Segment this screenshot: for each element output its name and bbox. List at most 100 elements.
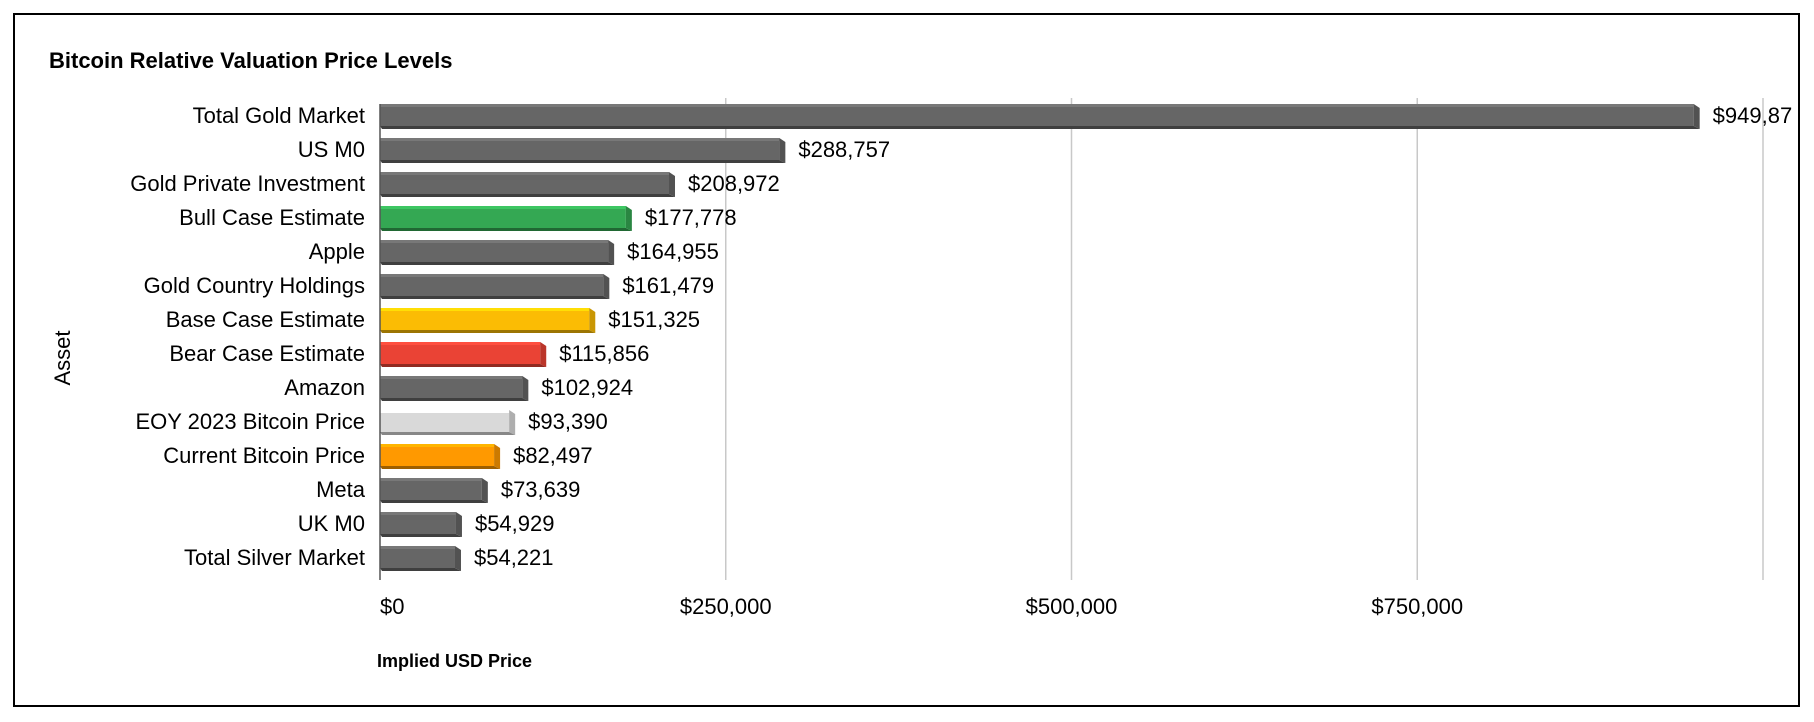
data-label: $151,325 xyxy=(608,307,700,332)
bar xyxy=(380,138,786,163)
bar-bottom-face xyxy=(380,330,596,333)
bar-side-face xyxy=(494,444,501,469)
bar-highlight xyxy=(380,206,626,209)
bar-highlight xyxy=(380,444,495,447)
bar xyxy=(380,308,596,333)
category-label: Bear Case Estimate xyxy=(169,341,365,366)
bar-front-face xyxy=(380,376,523,398)
bar-highlight xyxy=(380,308,590,311)
bar-highlight xyxy=(380,138,780,141)
category-label: Bull Case Estimate xyxy=(179,205,365,230)
bar-front-face xyxy=(380,172,670,194)
bar-front-face xyxy=(380,206,626,228)
category-label: Amazon xyxy=(284,375,365,400)
bar-highlight xyxy=(380,104,1694,107)
data-label: $82,497 xyxy=(513,443,593,468)
bar xyxy=(380,376,529,401)
bar-bottom-face xyxy=(380,534,462,537)
bar-side-face xyxy=(522,376,529,401)
category-label: EOY 2023 Bitcoin Price xyxy=(136,409,366,434)
data-label: $208,972 xyxy=(688,171,780,196)
bar-highlight xyxy=(380,410,510,413)
bar-side-face xyxy=(540,342,547,367)
data-label: $102,924 xyxy=(541,375,633,400)
bar-side-face xyxy=(481,478,488,503)
bar xyxy=(380,478,488,503)
bar-highlight xyxy=(380,546,455,549)
bar xyxy=(380,410,516,435)
category-label: Gold Private Investment xyxy=(130,171,365,196)
bar-bottom-face xyxy=(380,228,632,231)
bar-side-face xyxy=(669,172,676,197)
bar-side-face xyxy=(454,546,461,571)
category-labels: Total Gold Market US M0 Gold Private Inves… xyxy=(130,103,366,570)
bar-side-face xyxy=(1693,104,1700,129)
category-label: Current Bitcoin Price xyxy=(163,443,365,468)
bar-highlight xyxy=(380,274,604,277)
bar xyxy=(380,172,676,197)
x-tick-label: $250,000 xyxy=(680,594,772,619)
data-label: $164,955 xyxy=(627,239,719,264)
bar xyxy=(380,274,610,299)
bar-side-face xyxy=(603,274,610,299)
bar-front-face xyxy=(380,512,456,534)
x-tick-label: $750,000 xyxy=(1371,594,1463,619)
bar-side-face xyxy=(509,410,516,435)
bar-bottom-face xyxy=(380,126,1700,129)
bar-side-face xyxy=(455,512,462,537)
bar xyxy=(380,104,1700,129)
category-label: US M0 xyxy=(298,137,365,162)
bar xyxy=(380,444,501,469)
data-label: $288,757 xyxy=(798,137,890,162)
data-label: $177,778 xyxy=(645,205,737,230)
x-tick-label: $0 xyxy=(380,594,404,619)
bar-bottom-face xyxy=(380,262,615,265)
category-label: Total Silver Market xyxy=(184,545,365,570)
data-label: $161,479 xyxy=(622,273,714,298)
value-labels: $949,87 $288,757 $208,972 $177,778 $164,955 $… xyxy=(474,103,1792,570)
x-tick-label: $500,000 xyxy=(1026,594,1118,619)
bar-bottom-face xyxy=(380,364,547,367)
bar-highlight xyxy=(380,478,482,481)
bar xyxy=(380,342,547,367)
bar xyxy=(380,546,461,571)
data-label: $54,929 xyxy=(475,511,555,536)
category-label: Apple xyxy=(309,239,365,264)
bar-highlight xyxy=(380,512,456,515)
data-label: $949,87 xyxy=(1713,103,1793,128)
bar-front-face xyxy=(380,138,780,160)
bar-front-face xyxy=(380,308,590,330)
category-label: UK M0 xyxy=(298,511,365,536)
bar-side-face xyxy=(608,240,615,265)
bar-bottom-face xyxy=(380,160,786,163)
category-label: Meta xyxy=(316,477,366,502)
bar-bottom-face xyxy=(380,500,488,503)
data-label: $93,390 xyxy=(528,409,608,434)
bar xyxy=(380,206,632,231)
category-label: Base Case Estimate xyxy=(166,307,365,332)
bar xyxy=(380,512,462,537)
bar-front-face xyxy=(380,240,609,262)
bar-front-face xyxy=(380,546,455,568)
bar-front-face xyxy=(380,274,604,296)
category-label: Total Gold Market xyxy=(193,103,365,128)
bar-bottom-face xyxy=(380,568,461,571)
bar-bottom-face xyxy=(380,194,676,197)
bar-front-face xyxy=(380,478,482,500)
bar-highlight xyxy=(380,240,609,243)
bar xyxy=(380,240,615,265)
bar-highlight xyxy=(380,376,523,379)
gridlines xyxy=(725,98,1764,580)
bar-side-face xyxy=(625,206,632,231)
bar-bottom-face xyxy=(380,398,529,401)
data-label: $54,221 xyxy=(474,545,554,570)
bar-bottom-face xyxy=(380,296,610,299)
bar-highlight xyxy=(380,172,670,175)
bars xyxy=(380,104,1700,571)
data-label: $115,856 xyxy=(559,341,649,366)
bar-bottom-face xyxy=(380,466,501,469)
bar-side-face xyxy=(779,138,786,163)
bar-front-face xyxy=(380,104,1694,126)
x-axis-label: Implied USD Price xyxy=(377,651,532,671)
